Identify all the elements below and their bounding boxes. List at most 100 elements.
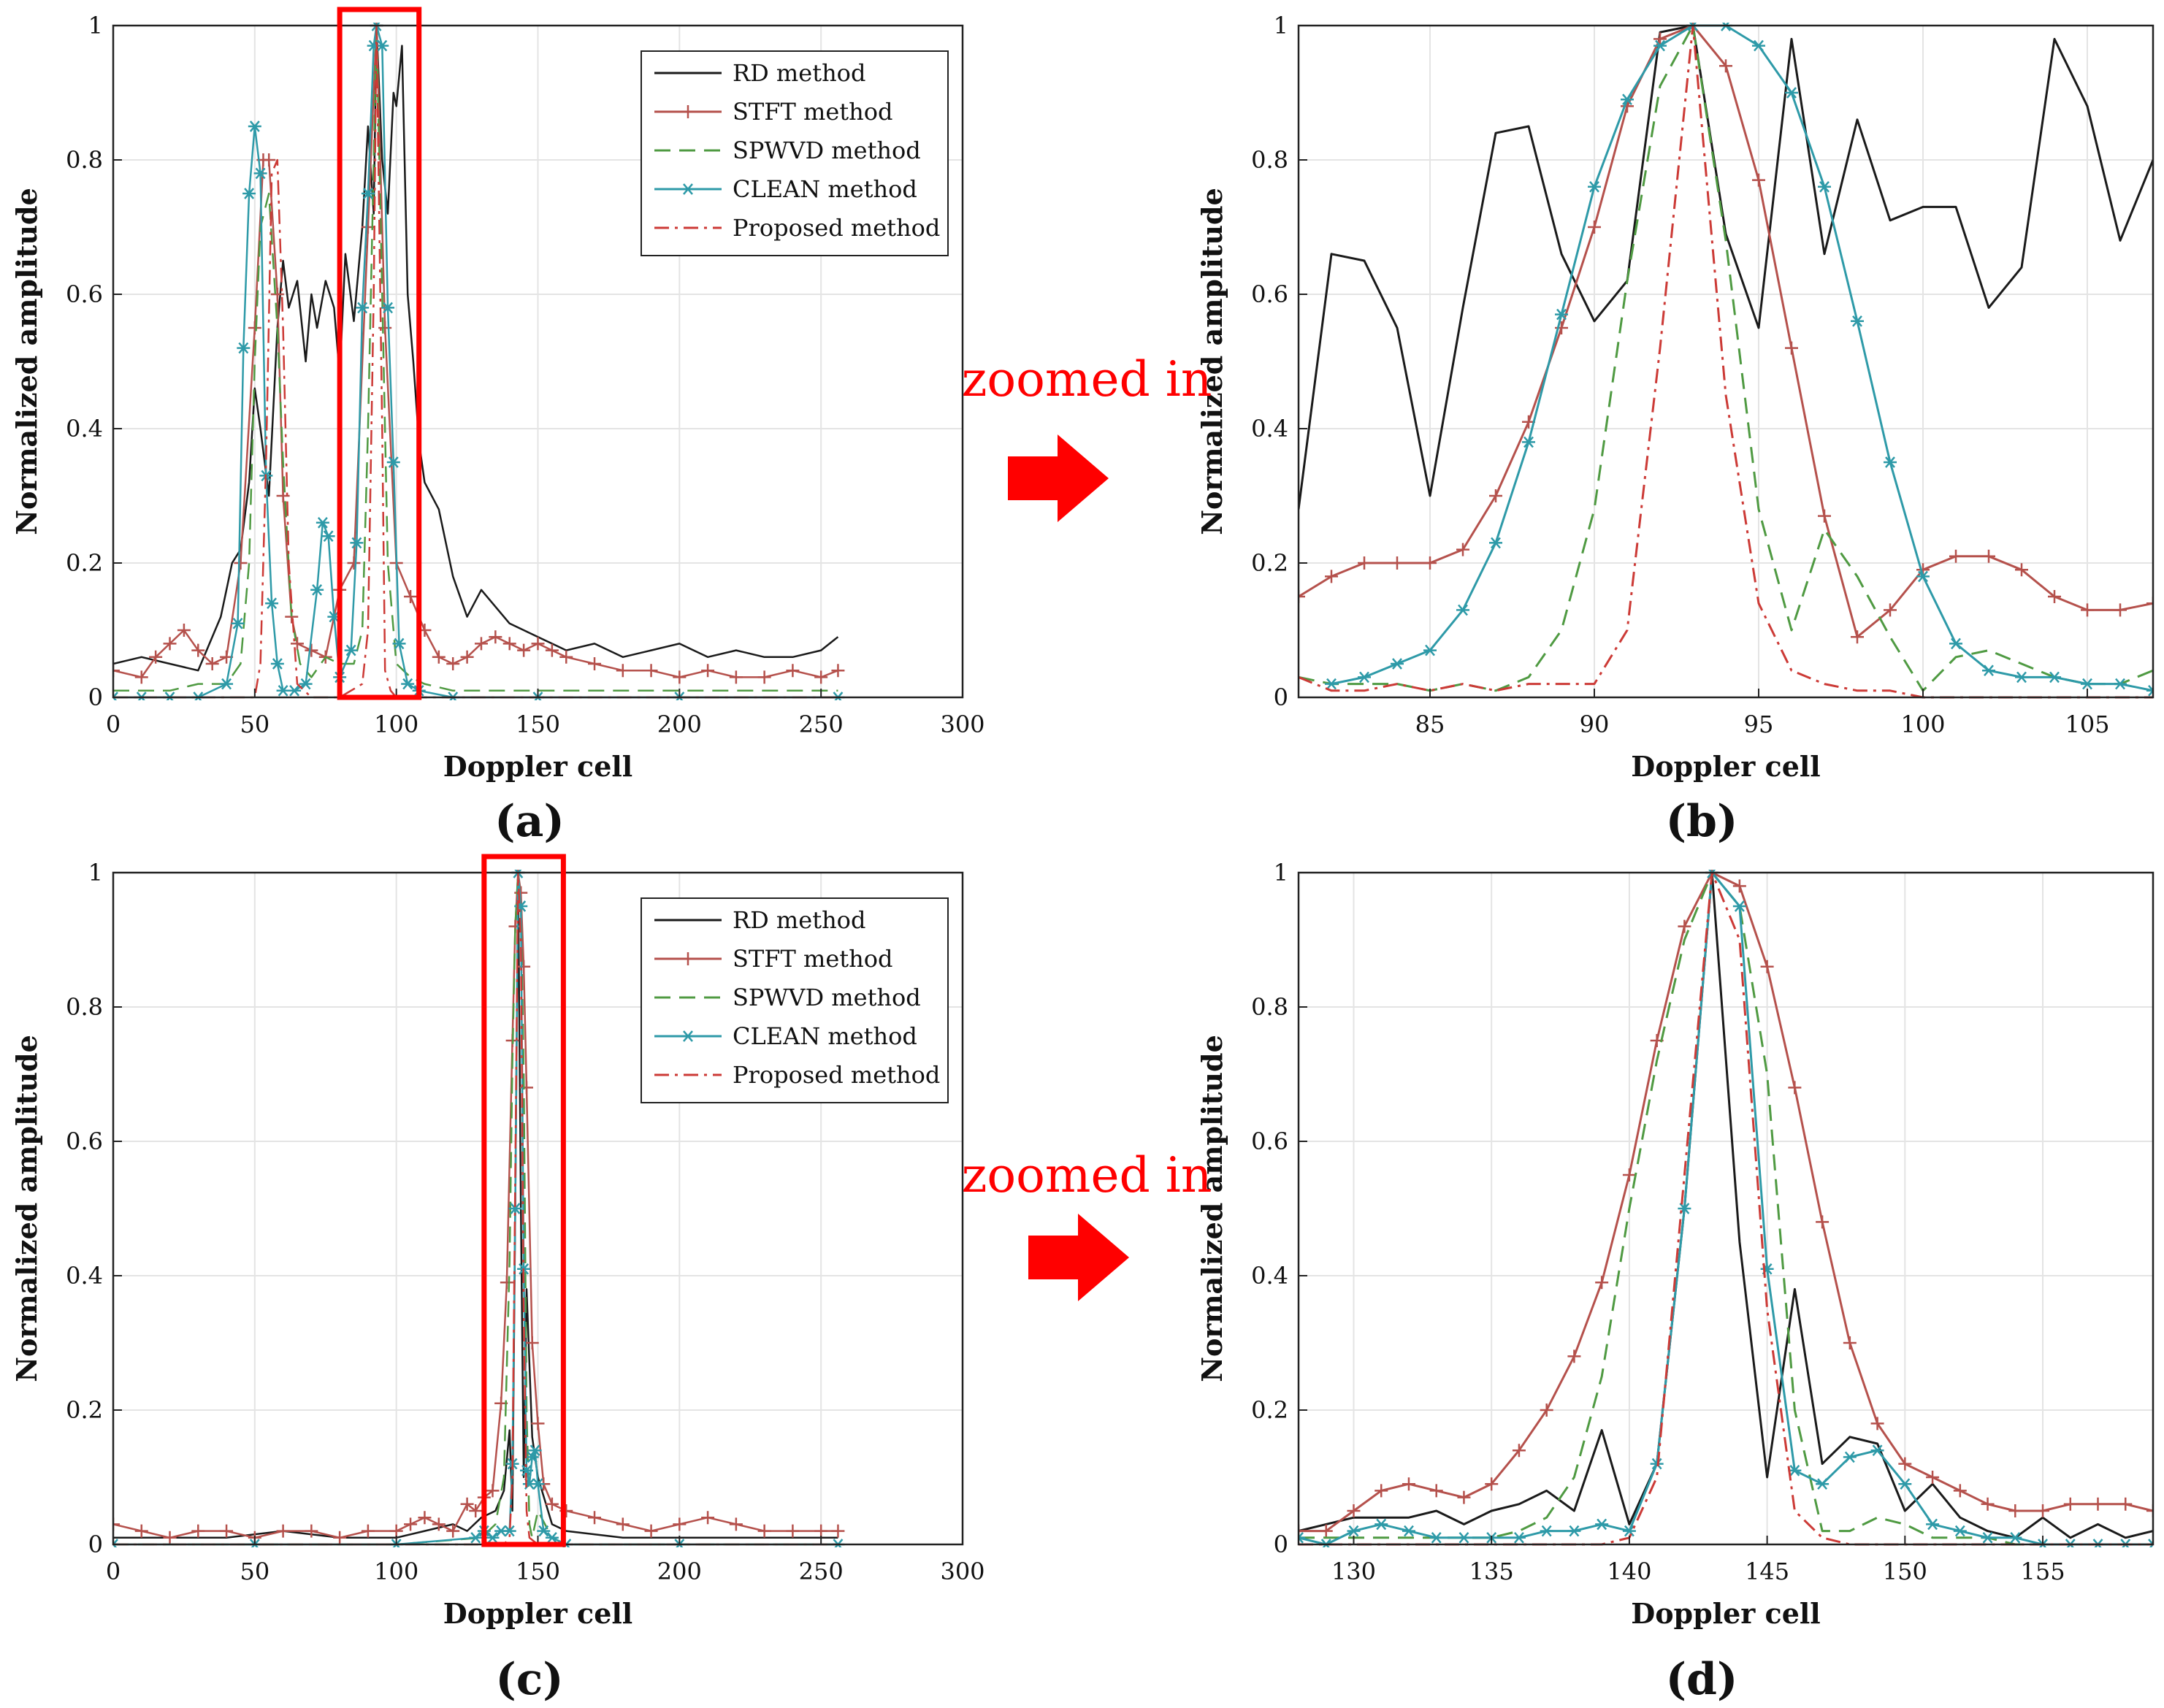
y-tick-label: 0.4 <box>66 415 103 443</box>
series-marker-stft <box>1347 1504 1361 1517</box>
series-marker-stft <box>1622 1168 1636 1182</box>
plot-frame <box>1297 24 2155 699</box>
zoom-highlight-box <box>481 854 566 1547</box>
x-tick-label: 130 <box>1331 1558 1376 1585</box>
series-marker-clean <box>1325 678 1338 690</box>
series-marker-stft <box>673 1517 687 1531</box>
series-marker-clean <box>1752 39 1765 52</box>
series-marker-clean <box>1347 1525 1361 1537</box>
series-marker-stft <box>786 664 800 678</box>
series-marker-clean <box>1870 1444 1884 1457</box>
zoom-highlight-box <box>337 7 422 700</box>
series-marker-stft <box>1319 1524 1333 1538</box>
series-marker-clean <box>381 302 395 314</box>
series-marker-stft <box>1457 1490 1471 1504</box>
series-marker-clean <box>1489 537 1502 549</box>
legend-label-proposed: Proposed method <box>733 1061 940 1089</box>
series-marker-stft <box>517 960 531 973</box>
series-marker-stft <box>163 637 177 651</box>
y-tick-label: 1 <box>1274 859 1288 886</box>
x-tick-label: 85 <box>1415 711 1445 738</box>
series-marker-clean <box>1299 1531 1305 1544</box>
plot-area <box>1299 26 2153 697</box>
series-marker-clean <box>299 678 313 690</box>
x-tick-label: 95 <box>1744 711 1774 738</box>
x-tick-label: 150 <box>1883 1558 1927 1585</box>
y-tick-label: 1 <box>1274 12 1288 39</box>
series-marker-clean <box>1653 39 1667 52</box>
series-marker-stft <box>1953 1484 1967 1498</box>
series-marker-clean <box>1622 1525 1636 1537</box>
y-tick-label: 0.6 <box>1251 1127 1288 1155</box>
series-marker-stft <box>248 321 261 334</box>
series-marker-clean <box>1512 1531 1526 1544</box>
plot-area <box>1299 873 2153 1544</box>
series-marker-clean <box>361 188 375 199</box>
chart-panel-c: 0 50 100 150 200 250 300 0 0.2 0.4 0.6 0.8 1 Doppler … <box>10 854 985 1630</box>
series-marker-stft <box>305 1524 318 1538</box>
legend-marker-stft <box>681 952 695 965</box>
x-tick-label: 105 <box>2065 711 2109 738</box>
legend-label-stft: STFT method <box>733 945 892 973</box>
series-line-clean <box>1331 24 2153 692</box>
series-marker-stft <box>1788 1081 1802 1095</box>
series-marker-stft <box>347 556 361 570</box>
series-marker-stft <box>1851 630 1864 644</box>
series-marker-clean <box>2015 671 2028 683</box>
series-marker-clean <box>220 678 234 690</box>
series-marker-stft <box>517 643 531 657</box>
series-marker-clean <box>237 342 251 354</box>
series-marker-stft <box>525 1336 539 1349</box>
series-marker-clean <box>1456 604 1469 616</box>
x-tick-label: 100 <box>374 1558 418 1585</box>
series-marker-clean <box>1732 900 1746 912</box>
series-marker-clean <box>350 537 364 549</box>
series-marker-stft <box>191 1524 205 1538</box>
series-marker-stft <box>1429 1484 1443 1498</box>
series-marker-stft <box>531 637 545 651</box>
x-tick-label: 250 <box>799 711 844 738</box>
series-marker-stft <box>418 1511 432 1525</box>
series-marker-clean <box>344 644 358 656</box>
series-marker-stft <box>1512 1444 1526 1458</box>
x-tick-label: 100 <box>374 711 418 738</box>
legend-label-clean: CLEAN method <box>733 1022 917 1050</box>
series-marker-clean <box>1567 1525 1581 1537</box>
series-marker-clean <box>2146 684 2153 697</box>
series-marker-stft <box>262 153 276 166</box>
series-marker-clean <box>375 39 389 52</box>
legend-label-spwvd: SPWVD method <box>733 137 921 164</box>
series-marker-stft <box>786 1524 800 1538</box>
y-tick-label: 0.4 <box>66 1262 103 1290</box>
series-marker-stft <box>1485 1477 1499 1491</box>
series-marker-stft <box>432 1517 446 1531</box>
series-marker-clean <box>1953 1525 1967 1537</box>
series-marker-clean <box>1555 308 1568 321</box>
series-marker-stft <box>559 650 573 664</box>
series-marker-clean <box>1916 570 1930 583</box>
series-marker-stft <box>1456 543 1469 556</box>
series-marker-stft <box>1816 1215 1830 1229</box>
series-marker-stft <box>545 643 559 657</box>
series-marker-stft <box>276 1524 290 1538</box>
series-marker-stft <box>1898 1457 1912 1471</box>
series-marker-clean <box>1981 1531 1995 1544</box>
series-marker-stft <box>1653 32 1667 46</box>
x-tick-label: 200 <box>657 1558 702 1585</box>
series-marker-clean <box>1621 93 1634 106</box>
series-marker-clean <box>231 617 245 629</box>
series-marker-stft <box>1719 59 1732 73</box>
series-marker-clean <box>545 1531 559 1544</box>
x-tick-label: 0 <box>106 1558 121 1585</box>
series-marker-stft <box>545 1497 559 1511</box>
series-marker-stft <box>2036 1504 2050 1517</box>
x-tick-label: 150 <box>516 711 560 738</box>
series-marker-stft <box>1375 1484 1388 1498</box>
series-marker-clean <box>1843 1451 1857 1463</box>
y-tick-label: 0 <box>88 683 103 711</box>
series-marker-stft <box>389 1524 403 1538</box>
series-marker-stft <box>1785 341 1798 355</box>
series-marker-clean <box>537 1525 551 1537</box>
series-marker-stft <box>531 1417 545 1431</box>
